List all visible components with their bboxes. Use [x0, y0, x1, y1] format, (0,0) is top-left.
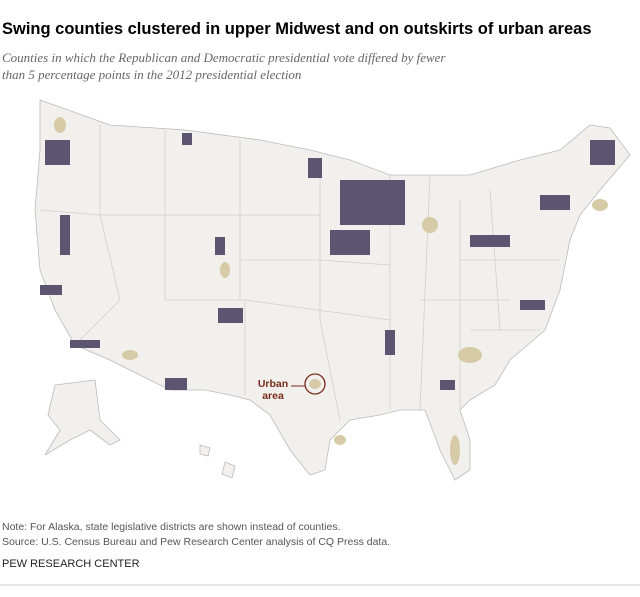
swing-county	[308, 158, 322, 178]
swing-counties	[40, 133, 615, 390]
annotation: Urban	[258, 378, 288, 390]
swing-county	[520, 300, 545, 310]
title: Swing counties clustered in upper Midwes…	[2, 20, 592, 38]
urban-area	[592, 199, 608, 211]
hawaii	[221, 461, 236, 479]
swing-county	[218, 308, 243, 323]
urban-area	[450, 435, 460, 465]
urban-area	[309, 379, 321, 389]
source: Source: U.S. Census Bureau and Pew Resea…	[2, 536, 390, 548]
subtitle: Counties in which the Republican and Dem…	[2, 50, 446, 65]
urban-area	[54, 117, 66, 133]
urban-area	[122, 350, 138, 360]
swing-county	[60, 215, 70, 255]
swing-county	[590, 140, 615, 165]
urban-area	[422, 217, 438, 233]
swing-county	[385, 330, 395, 355]
swing-county	[340, 180, 405, 225]
swing-county	[330, 230, 370, 255]
subtitle: than 5 percentage points in the 2012 pre…	[2, 67, 301, 82]
urban-areas	[54, 117, 608, 465]
alaska	[44, 379, 121, 456]
map: Urban area	[34, 99, 631, 481]
annotation-circle	[304, 373, 326, 395]
urban-area	[458, 347, 482, 363]
urban-area	[220, 262, 230, 278]
swing-county	[540, 195, 570, 210]
swing-county	[70, 340, 100, 348]
brand: PEW RESEARCH CENTER	[2, 558, 140, 570]
swing-county	[470, 235, 510, 247]
swing-county	[440, 380, 455, 390]
swing-county	[215, 237, 225, 255]
annotation: area	[262, 390, 284, 402]
us-outline	[34, 99, 631, 481]
hawaii	[199, 444, 211, 457]
swing-county	[182, 133, 192, 145]
state-lines	[39, 125, 560, 421]
swing-county	[45, 140, 70, 165]
urban-area	[334, 435, 346, 445]
swing-county	[40, 285, 62, 295]
swing-county	[165, 378, 187, 390]
note: Note: For Alaska, state legislative dist…	[2, 521, 341, 533]
